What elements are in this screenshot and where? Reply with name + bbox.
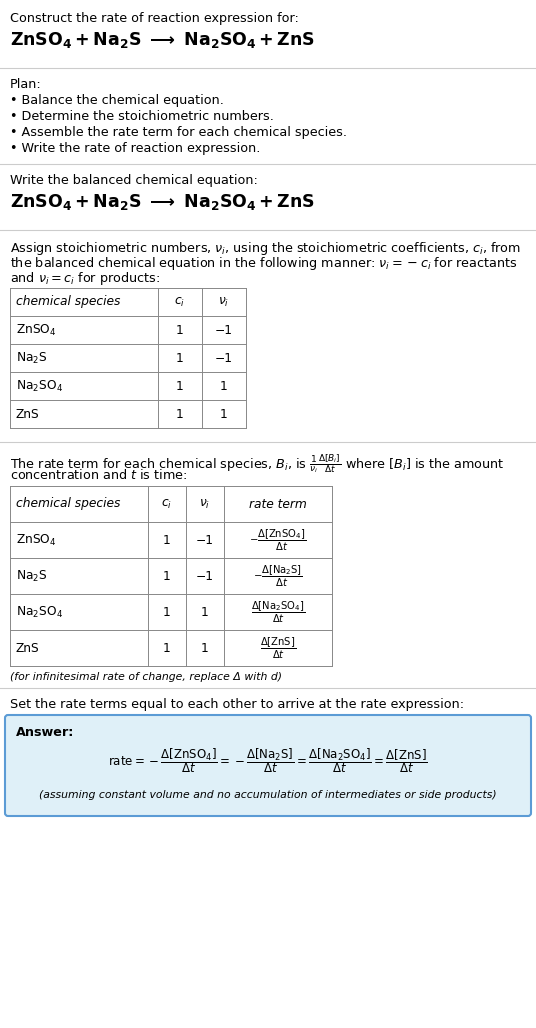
Text: −1: −1 bbox=[215, 324, 233, 336]
Text: The rate term for each chemical species, $B_i$, is $\frac{1}{\nu_i}\frac{\Delta[: The rate term for each chemical species,… bbox=[10, 452, 504, 475]
Text: $\mathregular{Na_2SO_4}$: $\mathregular{Na_2SO_4}$ bbox=[16, 378, 63, 394]
Text: Assign stoichiometric numbers, $\nu_i$, using the stoichiometric coefficients, $: Assign stoichiometric numbers, $\nu_i$, … bbox=[10, 240, 521, 257]
Text: 1: 1 bbox=[220, 379, 228, 393]
Text: 1: 1 bbox=[220, 407, 228, 420]
Text: • Write the rate of reaction expression.: • Write the rate of reaction expression. bbox=[10, 142, 260, 155]
Text: concentration and $t$ is time:: concentration and $t$ is time: bbox=[10, 468, 188, 482]
Text: $\mathregular{ZnSO_4}$: $\mathregular{ZnSO_4}$ bbox=[16, 323, 57, 337]
Text: $\mathregular{Na_2S}$: $\mathregular{Na_2S}$ bbox=[16, 351, 48, 366]
Text: −1: −1 bbox=[196, 534, 214, 547]
Text: $\nu_i$: $\nu_i$ bbox=[218, 295, 229, 308]
Text: 1: 1 bbox=[201, 605, 209, 619]
Text: 1: 1 bbox=[163, 605, 171, 619]
Text: Construct the rate of reaction expression for:: Construct the rate of reaction expressio… bbox=[10, 12, 299, 25]
Text: • Balance the chemical equation.: • Balance the chemical equation. bbox=[10, 94, 224, 107]
Text: Write the balanced chemical equation:: Write the balanced chemical equation: bbox=[10, 174, 258, 187]
Text: 1: 1 bbox=[176, 352, 184, 365]
Text: 1: 1 bbox=[176, 407, 184, 420]
Text: chemical species: chemical species bbox=[16, 295, 121, 308]
Text: $c_i$: $c_i$ bbox=[161, 498, 173, 511]
Text: $-\dfrac{\Delta[\mathrm{ZnSO_4}]}{\Delta t}$: $-\dfrac{\Delta[\mathrm{ZnSO_4}]}{\Delta… bbox=[249, 527, 307, 553]
Text: • Determine the stoichiometric numbers.: • Determine the stoichiometric numbers. bbox=[10, 110, 274, 123]
Text: chemical species: chemical species bbox=[16, 498, 121, 511]
Text: and $\nu_i = c_i$ for products:: and $\nu_i = c_i$ for products: bbox=[10, 270, 160, 287]
Text: Plan:: Plan: bbox=[10, 78, 42, 91]
Text: 1: 1 bbox=[163, 534, 171, 547]
Text: ZnS: ZnS bbox=[16, 407, 40, 420]
Text: $\mathbf{ZnSO_4 + Na_2S \ \longrightarrow \ Na_2SO_4 + ZnS}$: $\mathbf{ZnSO_4 + Na_2S \ \longrightarro… bbox=[10, 192, 315, 212]
Text: $\mathregular{Na_2S}$: $\mathregular{Na_2S}$ bbox=[16, 568, 48, 584]
Text: Set the rate terms equal to each other to arrive at the rate expression:: Set the rate terms equal to each other t… bbox=[10, 698, 464, 711]
Text: ZnS: ZnS bbox=[16, 641, 40, 655]
Text: $\mathregular{Na_2SO_4}$: $\mathregular{Na_2SO_4}$ bbox=[16, 604, 63, 620]
Text: 1: 1 bbox=[176, 324, 184, 336]
Text: −1: −1 bbox=[196, 570, 214, 583]
Text: $\dfrac{\Delta[\mathrm{Na_2SO_4}]}{\Delta t}$: $\dfrac{\Delta[\mathrm{Na_2SO_4}]}{\Delt… bbox=[251, 599, 305, 625]
Text: $\mathrm{rate} = -\dfrac{\Delta[\mathrm{ZnSO_4}]}{\Delta t} = -\dfrac{\Delta[\ma: $\mathrm{rate} = -\dfrac{\Delta[\mathrm{… bbox=[108, 746, 428, 775]
Text: (for infinitesimal rate of change, replace Δ with d): (for infinitesimal rate of change, repla… bbox=[10, 672, 282, 682]
Text: rate term: rate term bbox=[249, 498, 307, 511]
Text: $-\dfrac{\Delta[\mathrm{Na_2S}]}{\Delta t}$: $-\dfrac{\Delta[\mathrm{Na_2S}]}{\Delta … bbox=[253, 563, 303, 589]
Text: 1: 1 bbox=[163, 641, 171, 655]
Text: $\dfrac{\Delta[\mathrm{ZnS}]}{\Delta t}$: $\dfrac{\Delta[\mathrm{ZnS}]}{\Delta t}$ bbox=[260, 635, 296, 661]
Text: $c_i$: $c_i$ bbox=[175, 295, 185, 308]
Text: the balanced chemical equation in the following manner: $\nu_i = -c_i$ for react: the balanced chemical equation in the fo… bbox=[10, 255, 517, 272]
Text: $\nu_i$: $\nu_i$ bbox=[199, 498, 211, 511]
Text: (assuming constant volume and no accumulation of intermediates or side products): (assuming constant volume and no accumul… bbox=[39, 790, 497, 800]
Text: • Assemble the rate term for each chemical species.: • Assemble the rate term for each chemic… bbox=[10, 126, 347, 139]
Text: 1: 1 bbox=[201, 641, 209, 655]
Text: −1: −1 bbox=[215, 352, 233, 365]
Text: Answer:: Answer: bbox=[16, 726, 75, 739]
FancyBboxPatch shape bbox=[5, 715, 531, 816]
Text: $\mathregular{ZnSO_4}$: $\mathregular{ZnSO_4}$ bbox=[16, 533, 57, 548]
Text: 1: 1 bbox=[163, 570, 171, 583]
Text: 1: 1 bbox=[176, 379, 184, 393]
Text: $\mathbf{ZnSO_4 + Na_2S \ \longrightarrow \ Na_2SO_4 + ZnS}$: $\mathbf{ZnSO_4 + Na_2S \ \longrightarro… bbox=[10, 30, 315, 50]
